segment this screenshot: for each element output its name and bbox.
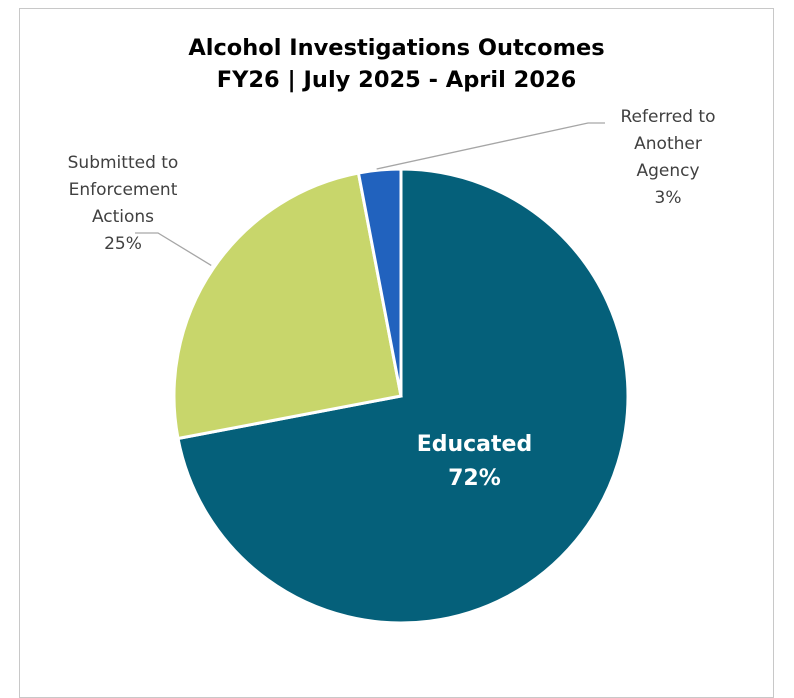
slice-value-label: 25% — [104, 234, 142, 254]
chart-subtitle: FY26 | July 2025 - April 2026 — [216, 67, 577, 93]
slice-label: Agency — [636, 161, 699, 181]
slice-label: Educated — [417, 432, 533, 457]
slice-label: Enforcement — [69, 180, 178, 200]
pie-slice — [176, 167, 630, 625]
leader-line — [135, 232, 212, 266]
slice-label: Actions — [92, 207, 154, 227]
chart-title: Alcohol Investigations Outcomes — [188, 35, 605, 61]
slice-label: Another — [634, 134, 702, 154]
slice-label: Submitted to — [68, 153, 179, 173]
leader-line — [376, 122, 605, 170]
pie-slice — [172, 171, 403, 441]
slice-label: Referred to — [621, 107, 716, 127]
slice-value-label: 3% — [655, 188, 682, 208]
pie-slice — [356, 167, 403, 397]
slice-value-label: 72% — [448, 466, 501, 491]
